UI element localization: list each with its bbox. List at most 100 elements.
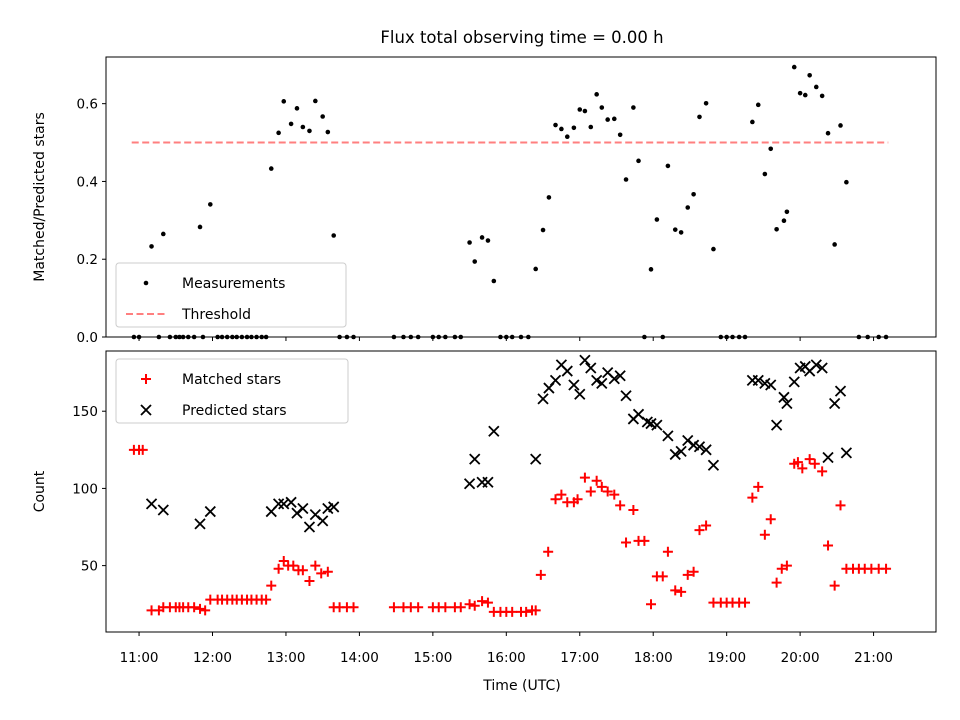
- chart-title: Flux total observing time = 0.00 h: [380, 28, 663, 47]
- data-point-dot: [498, 334, 503, 340]
- data-point-plus: [278, 555, 289, 566]
- data-point-dot: [742, 334, 748, 340]
- data-point-dot: [813, 84, 819, 90]
- data-point-plus: [609, 489, 620, 500]
- data-point-plus: [740, 597, 751, 608]
- data-point-dot: [564, 134, 570, 140]
- data-point-dot: [807, 72, 812, 78]
- x-tick-label: 21:00: [854, 650, 893, 666]
- data-point-x: [596, 377, 608, 390]
- data-point-dot: [665, 163, 671, 169]
- data-point-plus: [556, 489, 567, 500]
- data-point-dot: [224, 334, 230, 340]
- data-point-x: [651, 419, 663, 431]
- data-point-dot: [325, 129, 331, 135]
- data-point-dot: [436, 334, 442, 340]
- data-point-dot: [856, 334, 862, 340]
- data-point-x: [537, 393, 549, 405]
- data-point-dot: [762, 171, 768, 177]
- data-point-dot: [263, 334, 269, 340]
- y-axis-label: Matched/Predicted stars: [32, 112, 48, 282]
- x-tick-label: 20:00: [781, 650, 820, 666]
- data-point-plus: [765, 514, 776, 525]
- data-point-dot: [458, 334, 464, 340]
- data-point-x: [561, 365, 573, 377]
- data-point-x: [810, 359, 822, 371]
- data-point-plus: [639, 535, 650, 546]
- data-point-dot: [467, 240, 472, 245]
- data-point-dot: [876, 334, 882, 340]
- data-point-x: [816, 362, 828, 374]
- data-point-plus: [521, 606, 532, 617]
- data-point-dot: [300, 124, 306, 130]
- data-point-dot: [802, 92, 808, 98]
- data-point-dot: [571, 125, 577, 131]
- data-point-x: [778, 391, 790, 403]
- data-point-plus: [817, 466, 828, 477]
- data-point-plus: [781, 560, 792, 571]
- data-point-x: [840, 447, 853, 459]
- x-tick-label: 14:00: [340, 650, 379, 666]
- data-point-dot: [313, 98, 318, 104]
- data-point-dot: [215, 334, 220, 340]
- data-point-plus: [657, 571, 668, 582]
- data-point-x: [574, 388, 586, 400]
- data-point-x: [591, 374, 603, 386]
- data-point-plus: [829, 580, 840, 591]
- data-point-x: [834, 385, 847, 397]
- data-point-dot: [509, 334, 515, 340]
- data-point-dot: [832, 242, 837, 247]
- legend-label: Predicted stars: [182, 403, 287, 419]
- y-tick-label: 50: [81, 559, 98, 575]
- data-point-dot: [320, 114, 325, 119]
- data-point-dot: [559, 126, 564, 132]
- data-point-dot: [768, 146, 774, 152]
- data-point-dot: [408, 334, 414, 340]
- data-point-x: [482, 476, 494, 488]
- y-tick-label: 100: [72, 481, 98, 497]
- data-point-dot: [401, 334, 406, 340]
- x-tick-label: 12:00: [193, 650, 232, 666]
- data-point-dot: [660, 334, 666, 340]
- data-point-dot: [526, 334, 531, 340]
- data-point-plus: [771, 577, 782, 588]
- data-point-plus: [596, 481, 607, 492]
- data-point-plus: [189, 602, 200, 613]
- data-point-plus: [676, 586, 687, 597]
- data-point-dot: [781, 218, 787, 224]
- data-point-dot: [605, 117, 610, 122]
- data-point-dot: [685, 205, 691, 210]
- data-point-plus: [682, 569, 693, 580]
- x-tick-label: 13:00: [267, 650, 306, 666]
- data-point-dot: [472, 259, 478, 264]
- data-point-x: [463, 478, 476, 490]
- data-point-dot: [244, 334, 250, 340]
- legend-box: [115, 358, 349, 424]
- data-point-dot: [200, 334, 206, 340]
- data-point-plus: [628, 505, 639, 516]
- data-point-plus: [759, 529, 770, 540]
- data-point-dot: [294, 106, 300, 111]
- data-point-plus: [591, 475, 602, 486]
- data-point-plus: [310, 560, 321, 571]
- data-point-dot: [344, 334, 350, 340]
- data-point-dot: [774, 226, 779, 232]
- data-point-dot: [865, 334, 870, 340]
- data-point-plus: [809, 458, 820, 469]
- data-point-dot: [642, 334, 647, 340]
- data-point-dot: [844, 179, 849, 185]
- data-point-dot: [131, 334, 137, 340]
- data-point-x: [700, 444, 712, 456]
- data-point-dot: [337, 334, 342, 340]
- data-point-dot: [254, 334, 259, 340]
- data-point-x: [204, 505, 216, 518]
- x-tick-label: 16:00: [487, 650, 526, 666]
- data-point-x: [770, 419, 783, 431]
- data-point-plus: [316, 568, 327, 579]
- data-point-dot: [239, 334, 245, 340]
- data-point-plus: [701, 520, 712, 531]
- data-point-x: [707, 459, 720, 471]
- data-point-plus: [322, 566, 333, 577]
- data-point-dot: [599, 105, 605, 110]
- data-point-dot: [191, 334, 197, 340]
